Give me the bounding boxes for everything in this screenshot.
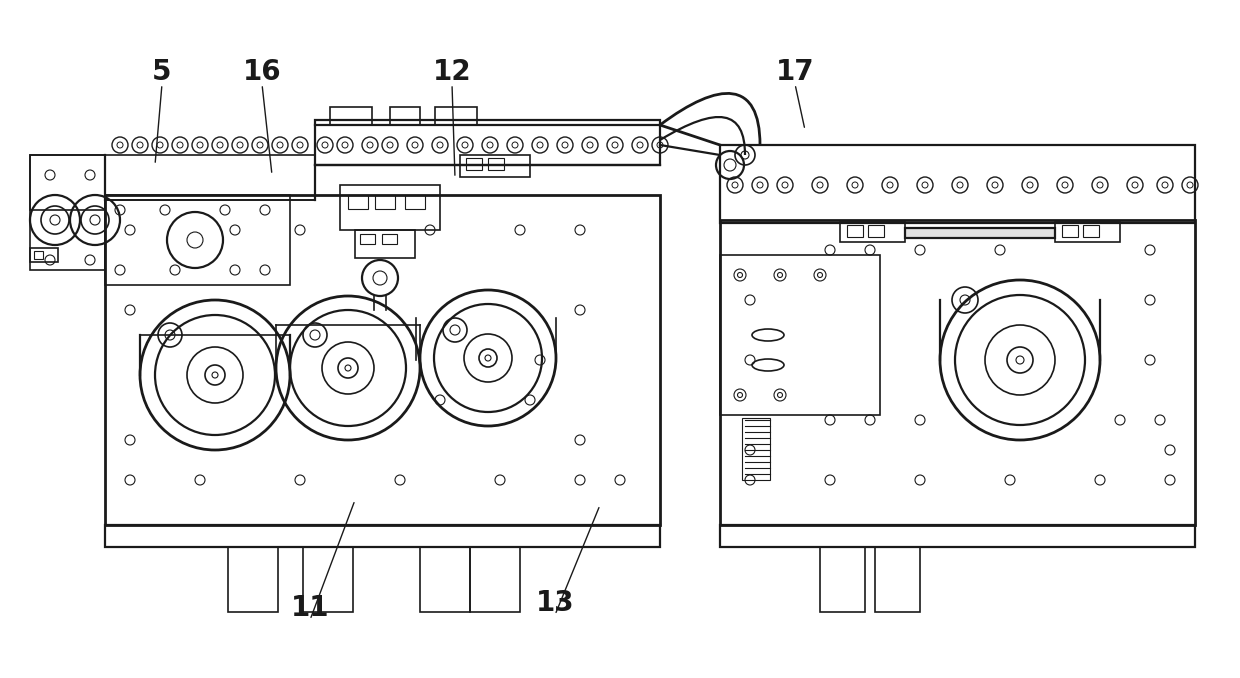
Text: 16: 16 [243, 58, 281, 86]
Bar [348, 195, 368, 209]
Bar [875, 547, 920, 612]
Text: 5: 5 [153, 58, 172, 86]
Bar [435, 107, 477, 125]
Bar [1061, 225, 1078, 237]
Bar [720, 145, 1195, 223]
Bar [315, 120, 660, 165]
Bar [405, 195, 425, 209]
Bar [839, 222, 905, 242]
Bar [466, 158, 482, 170]
Bar [905, 228, 1055, 238]
Bar [1055, 222, 1120, 242]
Text: 12: 12 [433, 58, 471, 86]
Bar [470, 547, 520, 612]
Bar [868, 225, 884, 237]
Bar [340, 185, 440, 230]
Text: 13: 13 [536, 589, 574, 617]
Bar [30, 155, 105, 210]
Text: 17: 17 [776, 58, 815, 86]
Bar [360, 234, 374, 244]
Bar [228, 547, 278, 612]
Bar [391, 107, 420, 125]
Bar [420, 547, 470, 612]
Bar [382, 234, 397, 244]
Bar [105, 195, 660, 525]
Bar [33, 251, 43, 259]
Bar [330, 107, 372, 125]
Bar [105, 155, 315, 200]
Bar [30, 248, 58, 262]
Bar [847, 225, 863, 237]
Bar [355, 230, 415, 258]
Bar [742, 418, 770, 480]
Bar [30, 155, 105, 270]
Bar [105, 195, 290, 285]
Bar [374, 195, 396, 209]
Bar [489, 158, 503, 170]
Bar [820, 547, 866, 612]
Bar [460, 155, 529, 177]
Bar [105, 525, 660, 547]
Bar [720, 525, 1195, 547]
Bar [1083, 225, 1099, 237]
Bar [303, 547, 353, 612]
Bar [720, 220, 1195, 525]
Bar [720, 255, 880, 415]
Text: 11: 11 [290, 594, 330, 622]
